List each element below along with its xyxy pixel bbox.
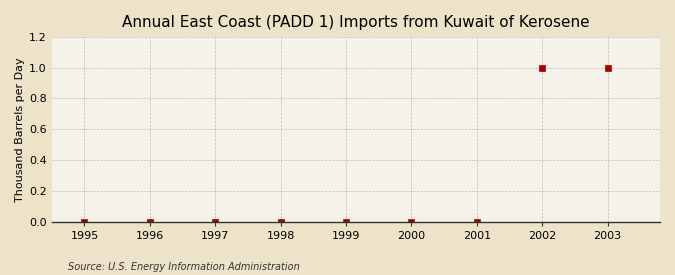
Text: Source: U.S. Energy Information Administration: Source: U.S. Energy Information Administ… — [68, 262, 299, 272]
Y-axis label: Thousand Barrels per Day: Thousand Barrels per Day — [15, 57, 25, 202]
Title: Annual East Coast (PADD 1) Imports from Kuwait of Kerosene: Annual East Coast (PADD 1) Imports from … — [122, 15, 590, 30]
